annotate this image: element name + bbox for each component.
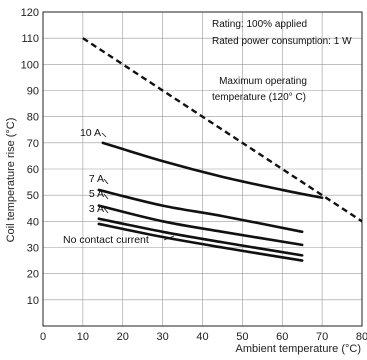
- series-curves: [97, 141, 324, 262]
- rating-annotation: Rating: 100% applied: [212, 19, 307, 30]
- grid-lines: [43, 12, 362, 326]
- series-label-leader: [163, 235, 175, 241]
- x-tick-label: 70: [316, 331, 328, 343]
- max-temp-annotation-line2: temperature (120° C): [212, 92, 306, 103]
- x-tick-label: 50: [236, 331, 248, 343]
- y-tick-label: 70: [27, 138, 39, 150]
- y-tick-label: 20: [27, 269, 39, 281]
- y-tick-label: 40: [27, 216, 39, 228]
- x-tick-label: 10: [77, 331, 89, 343]
- y-tick-labels: 10 20 30 40 50 60 70 80 90 100 110 120: [21, 7, 39, 307]
- series-line-7-a: [97, 188, 304, 234]
- series-label-leader: [103, 207, 109, 214]
- y-tick-label: 120: [21, 7, 39, 19]
- series-line-no-contact-current: [97, 222, 304, 262]
- x-tick-label: 0: [40, 331, 46, 343]
- x-tick-label: 80: [356, 331, 367, 343]
- y-tick-label: 30: [27, 243, 39, 255]
- y-tick-label: 10: [27, 295, 39, 307]
- y-tick-label: 90: [27, 86, 39, 98]
- series-label-leader: [101, 132, 107, 138]
- series-line-5-a: [97, 204, 304, 247]
- series-label-leader: [103, 193, 109, 200]
- series-label: 10 A: [80, 127, 101, 139]
- series-label-leader: [103, 178, 109, 185]
- max-temp-annotation-line1: Maximum operating: [219, 76, 307, 87]
- series-label: 3 A: [89, 203, 104, 215]
- series-label: 5 A: [89, 188, 104, 200]
- series-label-leaders: [101, 132, 175, 241]
- y-tick-label: 50: [27, 190, 39, 202]
- series-line-3-a: [97, 217, 304, 257]
- y-tick-label: 100: [21, 59, 39, 71]
- max-operating-temperature-line: [82, 37, 363, 223]
- max-temp-dashed-line: [82, 37, 363, 223]
- x-tick-labels: 0 10 20 30 40 50 60 70 80: [40, 331, 367, 343]
- y-tick-label: 80: [27, 112, 39, 124]
- x-tick-label: 30: [157, 331, 169, 343]
- series-label: 7 A: [89, 173, 104, 185]
- series-labels: 10 A 7 A 5 A 3 A No contact current: [63, 127, 149, 246]
- series-line-10-a: [101, 141, 324, 200]
- x-tick-label: 60: [276, 331, 288, 343]
- x-tick-label: 40: [196, 331, 208, 343]
- x-axis-title: Ambient temperature (°C): [236, 343, 361, 355]
- x-tick-label: 20: [117, 331, 129, 343]
- plot-area: [42, 11, 363, 327]
- y-tick-label: 110: [21, 33, 39, 45]
- y-tick-label: 60: [27, 164, 39, 176]
- rated-power-annotation: Rated power consumption: 1 W: [212, 36, 352, 47]
- series-label: No contact current: [63, 234, 149, 246]
- y-axis-title: Coil temperature rise (°C): [5, 118, 17, 243]
